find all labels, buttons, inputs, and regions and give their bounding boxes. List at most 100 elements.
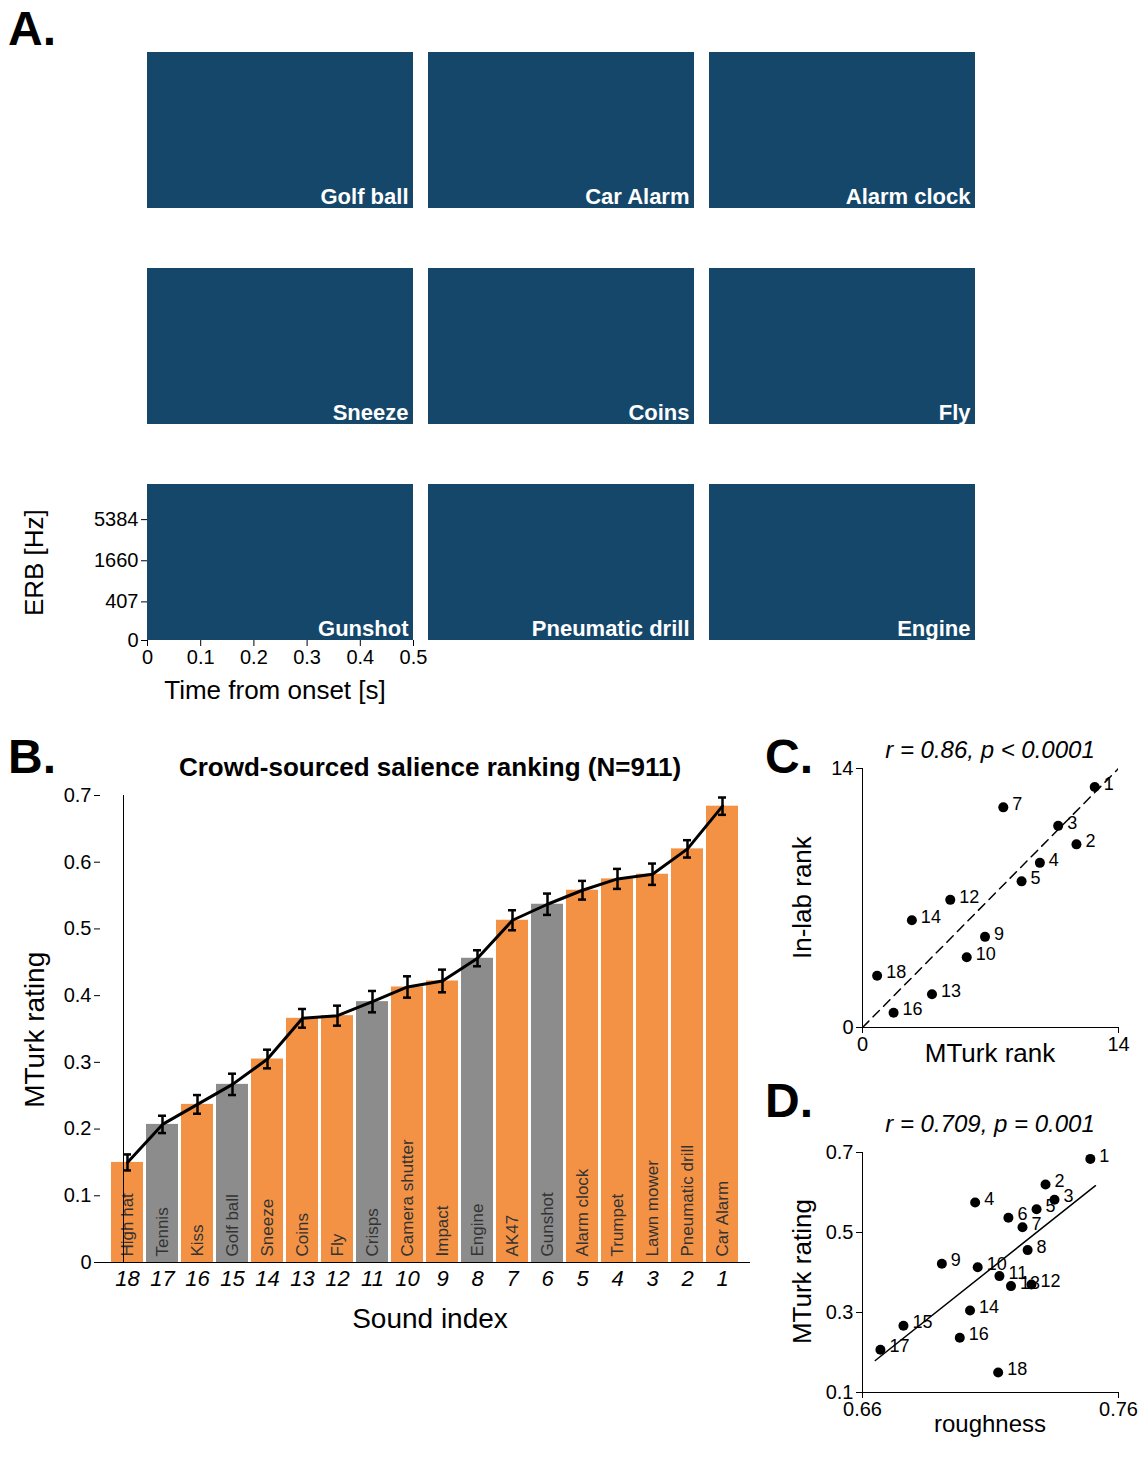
svg-text:18: 18 (886, 962, 906, 982)
svg-text:12: 12 (325, 1266, 349, 1291)
svg-text:Trumpet: Trumpet (608, 1194, 627, 1257)
svg-text:5384: 5384 (94, 508, 139, 530)
svg-text:0.7: 0.7 (64, 784, 92, 806)
svg-text:High hat: High hat (118, 1193, 137, 1257)
svg-text:5: 5 (576, 1266, 589, 1291)
svg-text:17: 17 (150, 1266, 175, 1291)
svg-text:Gunshot: Gunshot (538, 1192, 557, 1257)
svg-text:13: 13 (290, 1266, 315, 1291)
svg-text:15: 15 (912, 1312, 932, 1332)
svg-text:0.4: 0.4 (346, 646, 374, 668)
svg-text:5: 5 (1031, 868, 1041, 888)
svg-text:13: 13 (1020, 1273, 1040, 1293)
svg-text:1: 1 (716, 1266, 728, 1291)
svg-text:Impact: Impact (433, 1205, 452, 1256)
svg-text:15: 15 (220, 1266, 245, 1291)
svg-text:16: 16 (185, 1266, 210, 1291)
svg-text:Tennis: Tennis (153, 1207, 172, 1256)
svg-text:0.66: 0.66 (843, 1398, 882, 1420)
svg-text:1: 1 (1099, 1146, 1109, 1166)
svg-text:407: 407 (105, 590, 138, 612)
svg-text:3: 3 (1067, 813, 1077, 833)
svg-text:0.3: 0.3 (293, 646, 321, 668)
svg-text:18: 18 (1007, 1359, 1027, 1379)
svg-text:0: 0 (127, 629, 138, 651)
svg-text:14: 14 (1107, 1033, 1129, 1055)
svg-text:7: 7 (1032, 1214, 1042, 1234)
svg-text:Engine: Engine (468, 1204, 487, 1257)
svg-text:Kiss: Kiss (188, 1224, 207, 1256)
svg-text:8: 8 (471, 1266, 484, 1291)
svg-text:Camera shutter: Camera shutter (398, 1139, 417, 1256)
svg-text:5: 5 (1046, 1196, 1056, 1216)
svg-text:Pneumatic drill: Pneumatic drill (678, 1145, 697, 1257)
svg-text:3: 3 (1064, 1186, 1074, 1206)
svg-text:0: 0 (857, 1033, 868, 1055)
svg-text:0.1: 0.1 (64, 1184, 92, 1206)
svg-text:Alarm clock: Alarm clock (846, 184, 971, 209)
svg-text:Fly: Fly (328, 1233, 347, 1256)
svg-text:0: 0 (842, 1016, 853, 1038)
svg-text:14: 14 (831, 757, 853, 779)
svg-text:Golf ball: Golf ball (321, 184, 409, 209)
svg-text:Sneeze: Sneeze (333, 400, 409, 425)
svg-text:12: 12 (959, 887, 979, 907)
svg-text:Lawn mower: Lawn mower (643, 1160, 662, 1257)
svg-text:18: 18 (115, 1266, 140, 1291)
svg-text:0.2: 0.2 (240, 646, 268, 668)
svg-text:13: 13 (941, 981, 961, 1001)
svg-text:7: 7 (506, 1266, 519, 1291)
svg-text:Engine: Engine (897, 616, 970, 641)
svg-text:9: 9 (436, 1266, 448, 1291)
svg-text:0.7: 0.7 (826, 1141, 854, 1163)
svg-text:Car Alarm: Car Alarm (585, 184, 689, 209)
svg-text:Coins: Coins (628, 400, 689, 425)
svg-text:Gunshot: Gunshot (318, 616, 409, 641)
svg-text:2: 2 (1085, 831, 1095, 851)
svg-text:0.5: 0.5 (400, 646, 428, 668)
svg-text:Coins: Coins (293, 1213, 312, 1256)
svg-text:0.3: 0.3 (64, 1051, 92, 1073)
svg-text:0: 0 (80, 1251, 91, 1273)
svg-text:Golf ball: Golf ball (223, 1194, 242, 1256)
svg-text:0.5: 0.5 (64, 917, 92, 939)
svg-text:10: 10 (987, 1254, 1007, 1274)
svg-text:6: 6 (1017, 1204, 1027, 1224)
svg-text:Sneeze: Sneeze (258, 1199, 277, 1257)
svg-text:10: 10 (395, 1266, 420, 1291)
svg-text:11: 11 (361, 1266, 384, 1291)
svg-text:2: 2 (680, 1266, 693, 1291)
svg-text:0.3: 0.3 (826, 1301, 854, 1323)
svg-text:9: 9 (994, 924, 1004, 944)
svg-text:6: 6 (541, 1266, 554, 1291)
svg-text:AK47: AK47 (503, 1215, 522, 1257)
svg-text:16: 16 (969, 1324, 989, 1344)
svg-text:1: 1 (1104, 774, 1114, 794)
svg-text:4: 4 (1049, 850, 1059, 870)
svg-text:3: 3 (646, 1266, 659, 1291)
svg-text:4: 4 (611, 1266, 623, 1291)
svg-text:8: 8 (1037, 1237, 1047, 1257)
svg-text:0.2: 0.2 (64, 1117, 92, 1139)
svg-text:0.76: 0.76 (1099, 1398, 1138, 1420)
svg-text:7: 7 (1012, 794, 1022, 814)
svg-text:Fly: Fly (939, 400, 972, 425)
svg-text:14: 14 (921, 907, 941, 927)
svg-text:9: 9 (951, 1250, 961, 1270)
svg-text:Crisps: Crisps (363, 1208, 382, 1256)
svg-text:Alarm clock: Alarm clock (573, 1168, 592, 1256)
svg-text:0.4: 0.4 (64, 984, 92, 1006)
svg-text:16: 16 (903, 999, 923, 1019)
svg-text:0: 0 (142, 646, 153, 668)
svg-text:1660: 1660 (94, 549, 139, 571)
svg-text:0.5: 0.5 (826, 1221, 854, 1243)
svg-text:0.6: 0.6 (64, 851, 92, 873)
svg-text:0.1: 0.1 (187, 646, 215, 668)
svg-text:Car Alarm: Car Alarm (713, 1181, 732, 1257)
svg-text:10: 10 (976, 944, 996, 964)
svg-text:17: 17 (889, 1336, 909, 1356)
svg-text:Pneumatic drill: Pneumatic drill (532, 616, 690, 641)
svg-text:14: 14 (979, 1297, 999, 1317)
svg-text:4: 4 (984, 1189, 994, 1209)
svg-text:14: 14 (255, 1266, 279, 1291)
